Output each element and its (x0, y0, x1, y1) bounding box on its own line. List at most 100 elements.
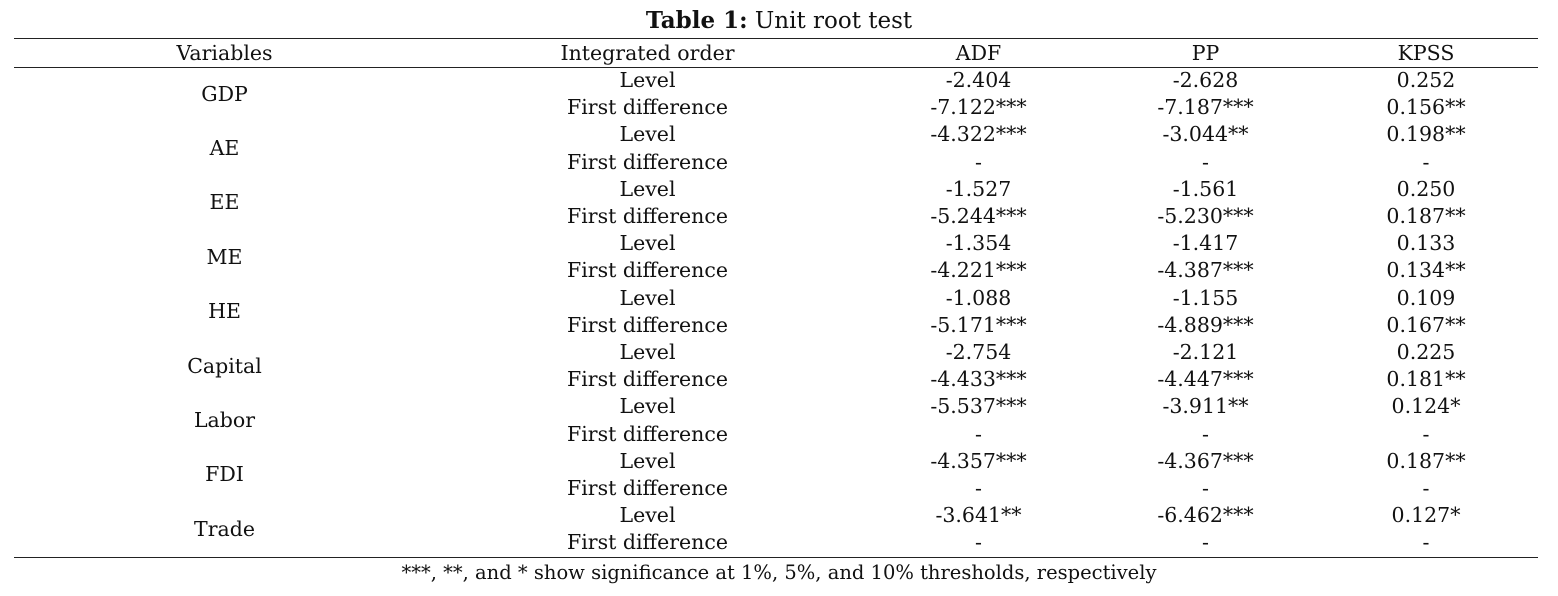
table-row: First difference - - - (14, 529, 1538, 556)
integrated-order-cell: First difference (567, 530, 728, 555)
table-title-text: Unit root test (754, 8, 913, 34)
header-rule (14, 67, 1538, 68)
pp-cell: -1.417 (1172, 231, 1239, 256)
integrated-order-cell: Level (619, 122, 676, 147)
variable-cell: FDI (205, 462, 244, 487)
pp-cell: -5.230*** (1157, 204, 1254, 229)
adf-cell: - (975, 530, 982, 555)
adf-cell: - (975, 421, 982, 446)
pp-cell: -7.187*** (1157, 95, 1254, 120)
table-row: First difference - - - (14, 420, 1538, 447)
kpss-cell: 0.187** (1386, 204, 1466, 229)
kpss-cell: 0.250 (1396, 176, 1456, 201)
table-row: ME Level -1.354 -1.417 0.133 (14, 230, 1538, 269)
pp-cell: -1.561 (1172, 176, 1239, 201)
kpss-cell: 0.109 (1396, 285, 1456, 310)
integrated-order-cell: Level (619, 231, 676, 256)
kpss-cell: 0.134** (1386, 258, 1466, 283)
table-row: First difference -4.433*** -4.447*** 0.181*… (14, 366, 1538, 393)
adf-cell: -3.641** (935, 503, 1022, 528)
adf-cell: -4.221*** (930, 258, 1027, 283)
column-header: KPSS (1397, 41, 1455, 65)
integrated-order-cell: First difference (567, 204, 728, 229)
adf-cell: -1.354 (945, 231, 1012, 256)
pp-cell: - (1202, 530, 1209, 555)
adf-cell: -4.433*** (930, 367, 1027, 392)
pp-cell: -4.367*** (1157, 448, 1254, 473)
kpss-cell: 0.156** (1386, 95, 1466, 120)
integrated-order-cell: Level (619, 448, 676, 473)
table-row: First difference -5.244*** -5.230*** 0.187*… (14, 203, 1538, 230)
pp-cell: - (1202, 475, 1209, 500)
pp-cell: -4.447*** (1157, 367, 1254, 392)
integrated-order-cell: Level (619, 285, 676, 310)
integrated-order-cell: First difference (567, 149, 728, 174)
kpss-cell: 0.198** (1386, 122, 1466, 147)
adf-cell: -2.754 (945, 339, 1012, 364)
integrated-order-cell: Level (619, 176, 676, 201)
table-row: First difference -5.171*** -4.889*** 0.167*… (14, 312, 1538, 339)
integrated-order-cell: First difference (567, 475, 728, 500)
table-row: First difference - - - (14, 475, 1538, 502)
variable-cell: Trade (194, 516, 255, 541)
pp-cell: - (1202, 421, 1209, 446)
table-row: First difference - - - (14, 149, 1538, 176)
pp-cell: -1.155 (1172, 285, 1239, 310)
adf-cell: -5.537*** (930, 394, 1027, 419)
pp-cell: -3.911** (1162, 394, 1249, 419)
header-row: Variables Integrated order ADF PP KPSS (14, 40, 1538, 67)
table-row: First difference -7.122*** -7.187*** 0.156*… (14, 94, 1538, 121)
pp-cell: -4.387*** (1157, 258, 1254, 283)
adf-cell: -5.244*** (930, 204, 1027, 229)
table-row: Labor Level -5.537*** -3.911** 0.124* (14, 393, 1538, 432)
adf-cell: - (975, 149, 982, 174)
integrated-order-cell: Level (619, 339, 676, 364)
integrated-order-cell: Level (619, 503, 676, 528)
adf-cell: -1.527 (945, 176, 1012, 201)
integrated-order-cell: Level (619, 68, 676, 93)
integrated-order-cell: First difference (567, 258, 728, 283)
table-row: EE Level -1.527 -1.561 0.250 (14, 176, 1538, 215)
bottom-rule (14, 557, 1538, 558)
kpss-cell: 0.167** (1386, 312, 1466, 337)
table-row: First difference -4.221*** -4.387*** 0.134*… (14, 257, 1538, 284)
variable-cell: HE (208, 299, 241, 324)
column-header: Integrated order (560, 41, 735, 65)
kpss-cell: 0.181** (1386, 367, 1466, 392)
adf-cell: -4.357*** (930, 448, 1027, 473)
kpss-cell: 0.124* (1391, 394, 1461, 419)
adf-cell: -4.322*** (930, 122, 1027, 147)
column-header: PP (1191, 41, 1220, 65)
variable-cell: Capital (187, 353, 262, 378)
pp-cell: - (1202, 149, 1209, 174)
kpss-cell: - (1422, 475, 1430, 500)
table-title-label: Table 1: (645, 7, 748, 34)
variable-cell: GDP (201, 81, 248, 106)
integrated-order-cell: Level (619, 394, 676, 419)
table-row: GDP Level -2.404 -2.628 0.252 (14, 67, 1538, 106)
variable-cell: EE (209, 190, 240, 215)
kpss-cell: - (1422, 530, 1430, 555)
integrated-order-cell: First difference (567, 421, 728, 446)
pp-cell: -2.628 (1172, 68, 1239, 93)
adf-cell: - (975, 475, 982, 500)
column-header: Variables (176, 41, 273, 65)
pp-cell: -3.044** (1162, 122, 1249, 147)
column-header: ADF (955, 41, 1002, 65)
integrated-order-cell: First difference (567, 95, 728, 120)
table-row: FDI Level -4.357*** -4.367*** 0.187** (14, 448, 1538, 487)
kpss-cell: - (1422, 421, 1430, 446)
adf-cell: -7.122*** (930, 95, 1027, 120)
adf-cell: -2.404 (945, 68, 1012, 93)
unit-root-table: Variables Integrated order ADF PP KPSS G… (14, 40, 1538, 556)
variable-cell: AE (209, 136, 240, 161)
table-body: GDP Level -2.404 -2.628 0.252 First differenc… (14, 67, 1538, 556)
pp-cell: -4.889*** (1157, 312, 1254, 337)
pp-cell: -2.121 (1172, 339, 1239, 364)
kpss-cell: 0.225 (1396, 339, 1456, 364)
integrated-order-cell: First difference (567, 367, 728, 392)
integrated-order-cell: First difference (567, 312, 728, 337)
kpss-cell: 0.187** (1386, 448, 1466, 473)
variable-cell: Labor (193, 407, 256, 432)
table-title: Table 1: Unit root test (0, 6, 1558, 36)
